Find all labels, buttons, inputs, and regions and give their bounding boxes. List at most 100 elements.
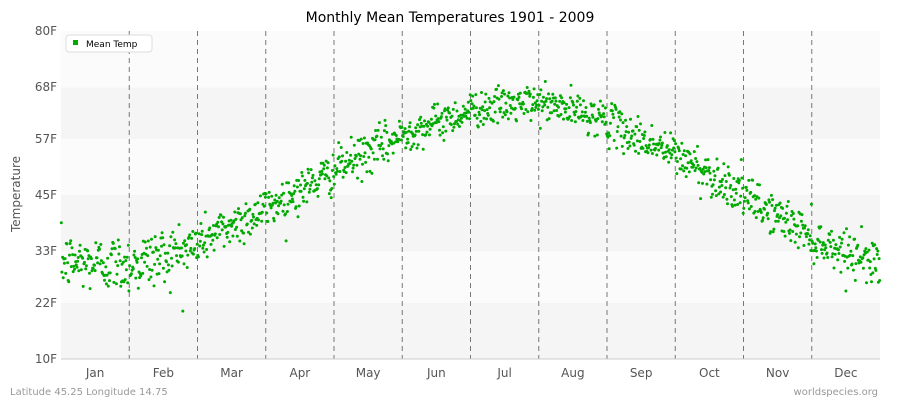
data-point	[128, 264, 132, 268]
data-point	[325, 166, 329, 170]
data-point	[337, 141, 341, 145]
data-point	[238, 212, 242, 216]
data-point	[503, 92, 507, 96]
y-tick-label: 33F	[35, 244, 57, 258]
data-point	[296, 215, 300, 219]
data-point	[215, 236, 219, 240]
data-point	[636, 115, 640, 118]
data-point	[349, 153, 353, 157]
data-point	[771, 230, 775, 234]
data-point	[627, 130, 631, 134]
data-point	[445, 118, 449, 122]
data-point	[201, 246, 205, 250]
data-point	[436, 102, 440, 106]
data-point	[150, 268, 154, 272]
data-point	[767, 198, 771, 202]
data-point	[470, 102, 474, 106]
data-point	[410, 145, 414, 149]
x-tick-label: Jan	[85, 366, 105, 380]
data-point	[747, 178, 751, 182]
data-point	[701, 167, 705, 171]
data-point	[193, 247, 197, 251]
data-point	[838, 235, 842, 239]
data-point	[553, 96, 557, 100]
data-point	[522, 112, 526, 115]
data-point	[764, 203, 768, 206]
data-point	[842, 231, 846, 235]
data-point	[277, 204, 281, 208]
data-point	[224, 225, 228, 228]
data-point	[280, 182, 284, 186]
data-point	[409, 148, 413, 151]
data-point	[483, 109, 487, 113]
data-point	[113, 247, 117, 251]
data-point	[170, 264, 174, 268]
data-point	[299, 183, 302, 187]
x-tick-label: Jun	[426, 366, 446, 380]
data-point	[114, 282, 118, 286]
data-point	[614, 107, 618, 111]
data-point	[659, 146, 663, 150]
month-divider-lines	[128, 31, 813, 359]
data-point	[104, 265, 108, 269]
data-point	[858, 255, 862, 259]
data-point	[125, 255, 129, 259]
data-point	[674, 142, 678, 146]
data-point	[228, 240, 232, 244]
data-point	[145, 264, 149, 268]
data-point	[682, 149, 686, 153]
data-point	[250, 218, 254, 222]
data-point	[451, 107, 455, 111]
data-point	[726, 165, 730, 169]
data-point	[607, 147, 611, 151]
data-point	[583, 110, 587, 114]
data-point	[664, 150, 667, 154]
data-point	[543, 80, 547, 83]
data-point	[322, 163, 326, 167]
data-point	[786, 218, 790, 222]
data-point	[337, 155, 341, 159]
data-point	[715, 157, 719, 161]
data-point	[442, 138, 446, 142]
data-point	[332, 182, 336, 186]
data-point	[341, 154, 344, 158]
y-tick-label: 68F	[35, 80, 57, 94]
data-point	[831, 238, 835, 242]
data-point	[643, 130, 647, 134]
data-point	[438, 133, 442, 137]
data-point	[376, 128, 380, 132]
data-point	[88, 271, 91, 275]
data-point	[738, 201, 742, 205]
data-point	[642, 134, 646, 137]
data-point	[763, 207, 766, 211]
data-point	[156, 248, 160, 252]
data-point	[562, 101, 566, 105]
data-point	[692, 163, 696, 167]
data-point	[526, 110, 530, 114]
data-point	[76, 256, 80, 259]
data-point	[818, 240, 822, 244]
data-point	[153, 235, 157, 239]
data-point	[600, 120, 604, 124]
data-point	[166, 251, 170, 255]
data-point	[212, 224, 215, 227]
data-point	[201, 243, 205, 247]
data-point	[73, 253, 77, 257]
data-point	[168, 244, 172, 248]
data-point	[582, 99, 585, 103]
data-point	[260, 219, 264, 223]
data-point	[500, 95, 503, 98]
data-point	[822, 256, 826, 260]
data-point	[272, 216, 276, 220]
data-point	[694, 157, 698, 160]
data-point	[739, 158, 743, 162]
data-point	[103, 278, 106, 282]
data-point	[267, 190, 271, 194]
data-point	[474, 93, 478, 97]
data-point	[161, 236, 165, 240]
data-point	[528, 92, 532, 96]
data-point	[482, 116, 486, 120]
data-point	[413, 133, 417, 137]
data-point	[837, 252, 841, 255]
data-point	[310, 176, 314, 180]
